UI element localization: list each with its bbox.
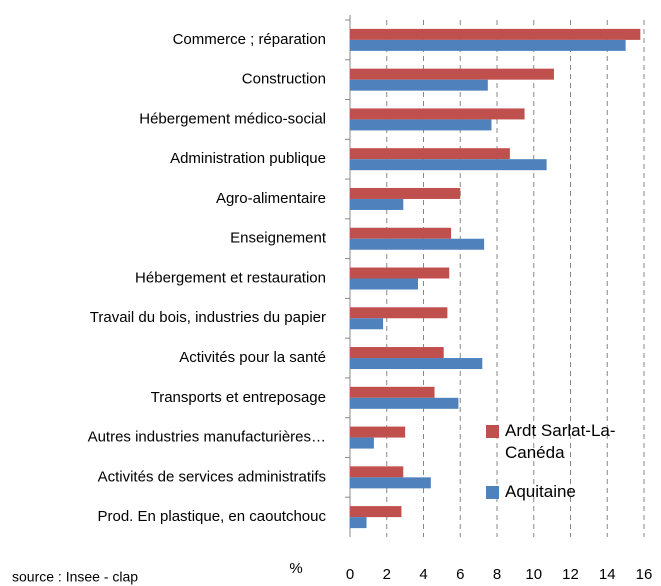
bar [350, 426, 406, 438]
x-tick-label: 16 [636, 566, 653, 583]
x-tick-label: 12 [562, 566, 579, 583]
x-tick-label: 10 [525, 566, 542, 583]
y-tick-label: Travail du bois, industries du papier [90, 309, 326, 326]
y-tick-label: Autres industries manufacturières… [88, 429, 326, 446]
legend-swatch [486, 425, 499, 438]
y-tick-label: Administration publique [170, 150, 326, 167]
bar [350, 68, 554, 80]
bar [350, 267, 450, 279]
x-tick-label: 14 [599, 566, 616, 583]
y-tick-label: Activités pour la santé [179, 349, 326, 366]
x-tick-label: 6 [456, 566, 464, 583]
bar [350, 238, 485, 250]
x-tick-label: 0 [346, 566, 354, 583]
legend-swatch [486, 486, 499, 499]
x-tick-label: 2 [383, 566, 391, 583]
y-tick-label: Commerce ; réparation [173, 31, 326, 48]
y-tick-label: Transports et entreposage [151, 389, 326, 406]
y-tick-label: Construction [242, 71, 326, 88]
bar [350, 347, 444, 359]
bar [350, 79, 488, 91]
bar [350, 477, 431, 489]
bar [350, 278, 418, 290]
legend-label: Ardt Sarlat-La-Canéda [505, 421, 616, 462]
bar [350, 506, 402, 518]
bar [350, 119, 492, 131]
bar [350, 187, 461, 199]
y-tick-label: Hébergement et restauration [135, 269, 326, 286]
y-tick-label: Prod. En plastique, en caoutchouc [98, 508, 327, 525]
bar [350, 307, 448, 319]
bar [350, 198, 404, 210]
x-axis-label: % [289, 560, 302, 577]
y-tick-label: Hébergement médico-social [139, 110, 326, 127]
bar [350, 466, 404, 478]
bar [350, 437, 374, 449]
bar [350, 386, 435, 398]
legend-label: Aquitaine [505, 482, 576, 501]
bar [350, 318, 384, 330]
source: source : Insee - clap [12, 569, 138, 585]
y-tick-label: Agro-alimentaire [216, 190, 326, 207]
bar [350, 148, 510, 160]
bar [350, 358, 483, 370]
bar [350, 517, 367, 529]
x-tick-label: 4 [419, 566, 427, 583]
bar [350, 159, 547, 171]
bar [350, 227, 452, 239]
bar [350, 108, 525, 120]
bar [350, 397, 459, 409]
bar [350, 39, 626, 51]
bar [350, 28, 641, 40]
y-tick-label: Enseignement [230, 230, 327, 247]
x-tick-label: 8 [493, 566, 501, 583]
y-tick-label: Activités de services administratifs [98, 468, 326, 485]
